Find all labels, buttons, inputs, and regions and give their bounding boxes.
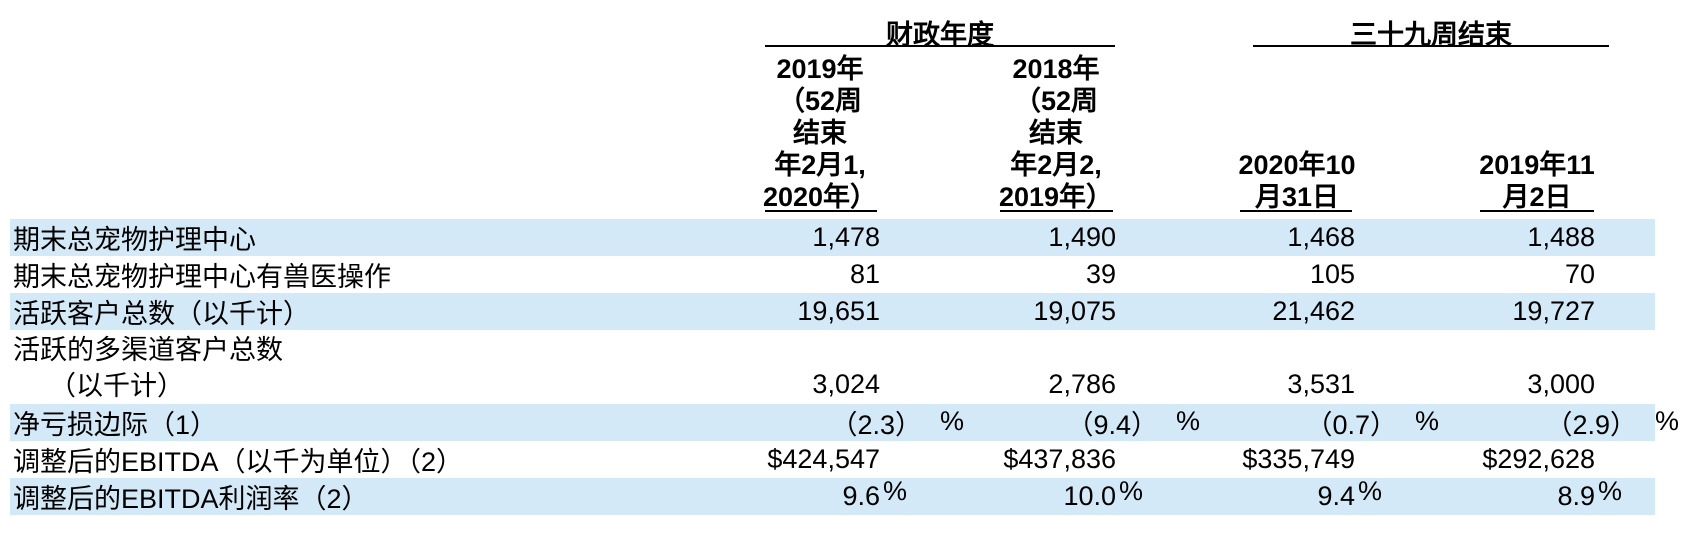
table-row-multichannel-customers: 活跃的多渠道客户总数 （以千计） 3,024 2,786 3,531 3,000 <box>10 330 1655 404</box>
row-label: 期末总宠物护理中心有兽医操作 <box>13 262 391 292</box>
value-cell: 70 <box>1564 259 1595 289</box>
percent-sign: % <box>1119 476 1144 506</box>
value-cell: 10.0% <box>880 476 1143 512</box>
value-cell: 1,468 <box>1287 222 1355 252</box>
table-row-adjusted-ebitda: 调整后的EBITDA（以千为单位）（2） $424,547 $437,836 $… <box>10 441 1655 478</box>
row-label: 调整后的EBITDA（以千为单位）（2） <box>13 447 464 477</box>
value-cell: 19,727 <box>1512 296 1595 326</box>
value-cell: 1,490 <box>1048 222 1116 252</box>
value-cell: 19,075 <box>1033 296 1116 326</box>
value-cell: （0.7）% <box>1116 403 1439 442</box>
value-cell: 3,000 <box>1527 369 1595 399</box>
row-label: 期末总宠物护理中心 <box>13 225 256 255</box>
column-rule-fy2018 <box>1000 210 1113 212</box>
percent-sign: % <box>940 406 965 436</box>
value-cell: 81 <box>849 259 880 289</box>
percent-sign: % <box>1176 406 1201 436</box>
value-cell: 3,531 <box>1287 369 1355 399</box>
group-rule-fiscal <box>765 45 1115 47</box>
table-row-pet-care-centers: 期末总宠物护理中心 1,478 1,490 1,468 1,488 <box>10 219 1655 256</box>
row-label: 净亏损边际（1） <box>13 410 218 440</box>
value-cell: （2.9）% <box>1355 403 1679 442</box>
table-body: 期末总宠物护理中心 1,478 1,490 1,468 1,488 期末总宠物护… <box>10 219 1679 515</box>
column-header-fy2018: 2018年 （52周 结束 年2月2, 2019年） <box>998 54 1114 212</box>
value-cell: 2,786 <box>1048 369 1116 399</box>
column-rule-2019-11-02 <box>1480 210 1594 212</box>
value-cell: 1,478 <box>812 222 880 252</box>
percent-sign: % <box>1415 406 1440 436</box>
column-rule-fy2019 <box>765 210 877 212</box>
value-cell: $335,749 <box>1242 444 1355 474</box>
column-header-2019-11-02: 2019年11 月2日 <box>1479 150 1595 212</box>
value-cell: $437,836 <box>1003 444 1116 474</box>
value-cell: $424,547 <box>767 444 880 474</box>
percent-sign: % <box>1598 476 1623 506</box>
table-row-active-customers: 活跃客户总数（以千计） 19,651 19,075 21,462 19,727 <box>10 293 1655 330</box>
value-cell: $292,628 <box>1482 444 1595 474</box>
value-cell: 3,024 <box>812 369 880 399</box>
percent-sign: % <box>883 476 908 506</box>
row-label: 活跃客户总数（以千计） <box>13 299 310 329</box>
percent-sign: % <box>1655 406 1680 436</box>
column-rule-2020-10-31 <box>1240 210 1352 212</box>
value-cell: 9.6% <box>693 476 907 512</box>
table-row-adjusted-ebitda-margin: 调整后的EBITDA利润率（2） 9.6% 10.0% 9.4% 8.9% <box>10 476 1655 515</box>
table-row-net-loss-margin: 净亏损边际（1） （2.3）% （9.4）% （0.7）% （2.9）% <box>10 403 1679 442</box>
value-cell: 1,488 <box>1527 222 1595 252</box>
value-cell: 21,462 <box>1272 296 1355 326</box>
value-cell: 8.9% <box>1355 476 1622 512</box>
group-rule-weeks <box>1253 45 1609 47</box>
value-cell: 39 <box>1085 259 1116 289</box>
column-header-fy2019: 2019年 （52周 结束 年2月1, 2020年） <box>762 54 878 212</box>
value-cell: 105 <box>1309 259 1355 289</box>
percent-sign: % <box>1358 476 1383 506</box>
value-cell: 19,651 <box>797 296 880 326</box>
value-cell: （9.4）% <box>880 403 1200 442</box>
value-cell: 9.4% <box>1116 476 1382 512</box>
column-header-2020-10-31: 2020年10 月31日 <box>1238 150 1356 212</box>
row-label: 调整后的EBITDA利润率（2） <box>13 484 369 514</box>
row-label: 活跃的多渠道客户总数 （以千计） <box>13 335 283 401</box>
table-row-centers-with-vet: 期末总宠物护理中心有兽医操作 81 39 105 70 <box>10 256 1655 293</box>
value-cell: （2.3）% <box>693 403 964 442</box>
